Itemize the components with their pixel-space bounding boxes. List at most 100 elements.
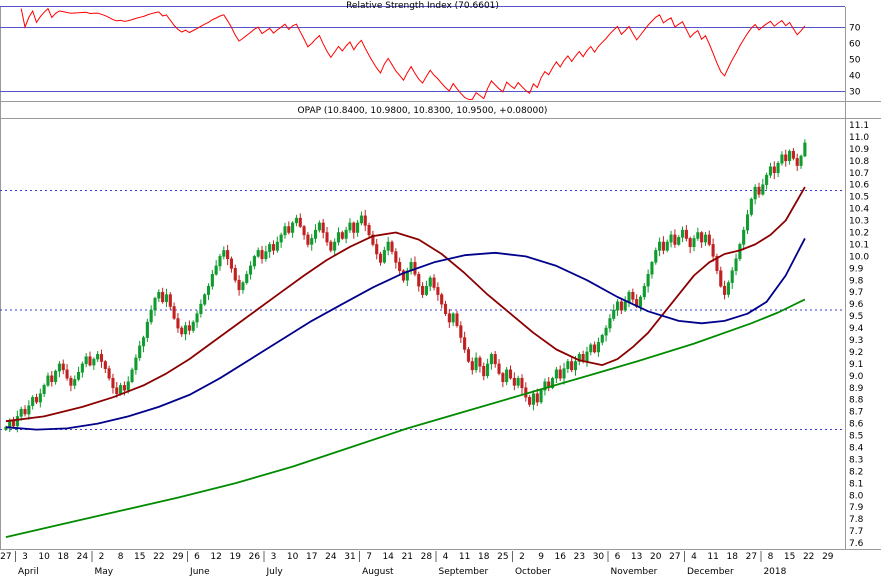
panel-frames xyxy=(0,6,881,550)
svg-text:17: 17 xyxy=(306,552,317,562)
svg-text:9.0: 9.0 xyxy=(849,372,864,382)
svg-text:8.9: 8.9 xyxy=(849,384,864,394)
svg-text:July: July xyxy=(266,567,284,577)
support-lines xyxy=(0,190,845,431)
svg-text:November: November xyxy=(611,567,658,577)
svg-text:9.6: 9.6 xyxy=(849,300,864,310)
svg-text:9.1: 9.1 xyxy=(849,360,863,370)
rsi-y-axis: 70 60 50 40 30 xyxy=(0,24,861,97)
svg-text:27: 27 xyxy=(0,552,11,562)
svg-text:12: 12 xyxy=(210,552,221,562)
svg-text:25: 25 xyxy=(497,552,508,562)
rsi-line xyxy=(20,7,806,100)
svg-text:April: April xyxy=(18,567,39,577)
svg-text:27: 27 xyxy=(746,552,757,562)
svg-text:10: 10 xyxy=(38,552,50,562)
svg-text:9.8: 9.8 xyxy=(849,276,864,286)
svg-text:4: 4 xyxy=(691,552,697,562)
svg-text:8.2: 8.2 xyxy=(849,467,863,477)
svg-text:22: 22 xyxy=(153,552,164,562)
svg-text:7.6: 7.6 xyxy=(849,539,864,549)
svg-text:8.3: 8.3 xyxy=(849,455,863,465)
svg-text:9.4: 9.4 xyxy=(849,324,864,334)
svg-text:10.0: 10.0 xyxy=(849,252,869,262)
svg-text:11: 11 xyxy=(707,552,718,562)
price-y-axis: 7.6 7.7 7.8 7.9 8.0 8.1 8.2 8.3 8.48.5 8.6 8.7 8.8 8… xyxy=(849,121,869,549)
svg-text:7.8: 7.8 xyxy=(849,515,864,525)
svg-text:2: 2 xyxy=(99,552,105,562)
svg-text:21: 21 xyxy=(402,552,413,562)
svg-text:15: 15 xyxy=(134,552,145,562)
svg-text:50: 50 xyxy=(849,56,861,66)
ma-fast-line xyxy=(5,186,806,423)
svg-text:9.3: 9.3 xyxy=(849,336,863,346)
svg-text:7.7: 7.7 xyxy=(849,527,863,537)
svg-text:11: 11 xyxy=(459,552,470,562)
svg-text:August: August xyxy=(362,567,394,577)
svg-text:10.7: 10.7 xyxy=(849,169,869,179)
svg-text:13: 13 xyxy=(631,552,642,562)
svg-text:19: 19 xyxy=(230,552,242,562)
svg-text:8.4: 8.4 xyxy=(849,443,864,453)
price-panel-title: OPAP (10.8400, 10.9800, 10.8300, 10.9500… xyxy=(297,106,548,116)
svg-text:December: December xyxy=(687,567,734,577)
svg-text:3: 3 xyxy=(22,552,28,562)
svg-text:24: 24 xyxy=(325,552,337,562)
svg-text:9: 9 xyxy=(538,552,544,562)
svg-text:2018: 2018 xyxy=(763,567,786,577)
svg-text:6: 6 xyxy=(194,552,200,562)
svg-text:23: 23 xyxy=(574,552,585,562)
svg-text:10.4: 10.4 xyxy=(849,205,869,215)
svg-text:24: 24 xyxy=(77,552,89,562)
svg-text:7: 7 xyxy=(366,552,372,562)
svg-text:9.9: 9.9 xyxy=(849,264,864,274)
svg-text:30: 30 xyxy=(849,87,861,97)
svg-text:18: 18 xyxy=(58,552,70,562)
svg-text:11.1: 11.1 xyxy=(849,121,869,131)
svg-text:June: June xyxy=(189,567,210,577)
svg-text:10.8: 10.8 xyxy=(849,157,869,167)
svg-text:October: October xyxy=(515,567,551,577)
svg-text:8.7: 8.7 xyxy=(849,408,863,418)
svg-text:7.9: 7.9 xyxy=(849,503,864,513)
svg-text:10: 10 xyxy=(287,552,299,562)
svg-text:30: 30 xyxy=(593,552,605,562)
svg-text:70: 70 xyxy=(849,24,861,34)
svg-text:20: 20 xyxy=(650,552,662,562)
ma-mid-line xyxy=(5,237,806,431)
svg-text:40: 40 xyxy=(849,72,861,82)
svg-text:9.2: 9.2 xyxy=(849,348,863,358)
x-axis: 27 3 10 18 24 2 8 15 22 29 6 12 19 26 3 10 17 24 31 7 14 21 28… xyxy=(0,551,834,577)
svg-text:18: 18 xyxy=(478,552,490,562)
svg-text:11.0: 11.0 xyxy=(849,133,869,143)
svg-text:10.9: 10.9 xyxy=(849,145,869,155)
svg-text:6: 6 xyxy=(615,552,621,562)
svg-text:26: 26 xyxy=(249,552,261,562)
svg-text:8.1: 8.1 xyxy=(849,479,863,489)
svg-text:September: September xyxy=(439,567,489,577)
svg-text:9.7: 9.7 xyxy=(849,288,863,298)
svg-text:27: 27 xyxy=(669,552,680,562)
svg-text:4: 4 xyxy=(443,552,449,562)
svg-text:10.2: 10.2 xyxy=(849,228,869,238)
svg-text:3: 3 xyxy=(271,552,277,562)
rsi-panel-title: Relative Strength Index (70.6601) xyxy=(346,1,499,11)
svg-text:16: 16 xyxy=(554,552,566,562)
svg-text:15: 15 xyxy=(784,552,795,562)
svg-text:60: 60 xyxy=(849,40,861,50)
svg-text:May: May xyxy=(94,567,113,577)
ma-slow-line xyxy=(5,298,806,538)
svg-text:8: 8 xyxy=(118,552,124,562)
svg-text:22: 22 xyxy=(803,552,814,562)
svg-text:14: 14 xyxy=(382,552,394,562)
svg-text:8.8: 8.8 xyxy=(849,396,864,406)
svg-text:2: 2 xyxy=(519,552,525,562)
svg-text:8.6: 8.6 xyxy=(849,420,864,430)
svg-text:8.0: 8.0 xyxy=(849,491,864,501)
svg-text:10.1: 10.1 xyxy=(849,240,869,250)
svg-text:31: 31 xyxy=(344,552,355,562)
svg-text:8.5: 8.5 xyxy=(849,432,863,442)
svg-text:10.6: 10.6 xyxy=(849,181,869,191)
